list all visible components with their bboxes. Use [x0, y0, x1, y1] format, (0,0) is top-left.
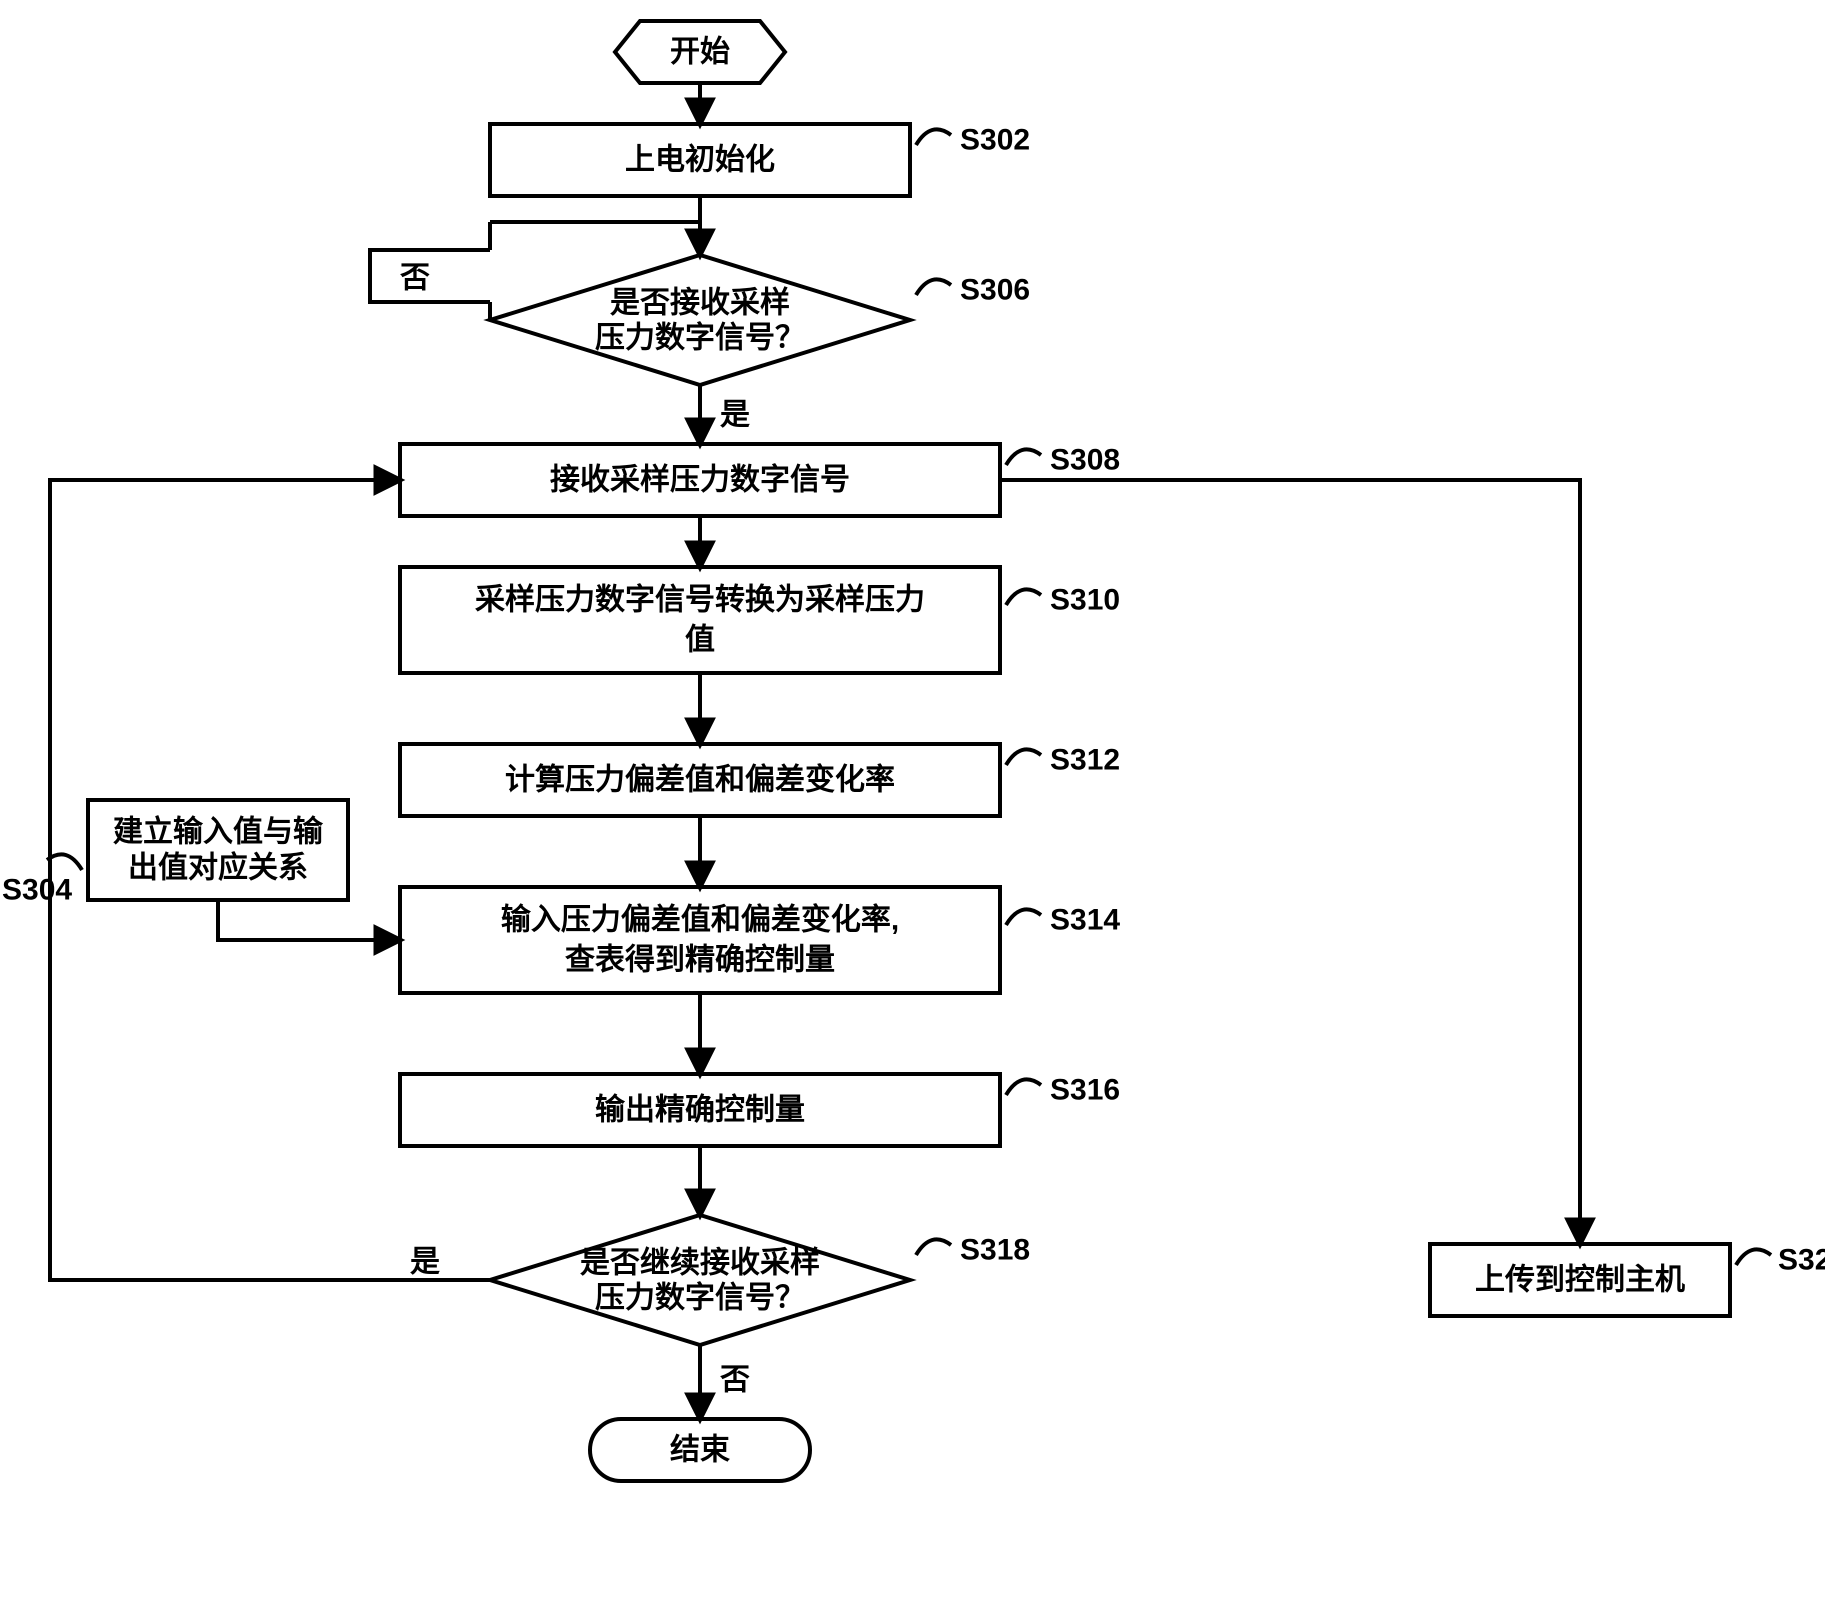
node-end: 结束 — [590, 1419, 810, 1481]
svg-text:S310: S310 — [1050, 584, 1120, 617]
svg-text:S306: S306 — [960, 274, 1030, 307]
svg-text:S312: S312 — [1050, 744, 1120, 777]
label-s318: S318 — [916, 1234, 1030, 1267]
node-no-box: 否 — [370, 250, 490, 302]
s304-text2: 出值对应关系 — [128, 851, 308, 885]
node-s316: 输出精确控制量 — [400, 1074, 1000, 1146]
s320-text: 上传到控制主机 — [1475, 1264, 1685, 1297]
node-s318: 是否继续接收采样 压力数字信号？ — [490, 1215, 910, 1345]
svg-text:S302: S302 — [960, 124, 1030, 157]
node-s308: 接收采样压力数字信号 — [400, 444, 1000, 516]
label-s306: S306 — [916, 274, 1030, 307]
s314-text2: 查表得到精确控制量 — [565, 943, 835, 977]
node-s320: 上传到控制主机 — [1430, 1244, 1730, 1316]
label-s302: S302 — [916, 124, 1030, 157]
s312-text: 计算压力偏差值和偏差变化率 — [505, 763, 895, 797]
no-box-text: 否 — [400, 262, 430, 295]
label-s316: S316 — [1006, 1074, 1120, 1107]
svg-text:S316: S316 — [1050, 1074, 1120, 1107]
s314-text1: 输入压力偏差值和偏差变化率, — [501, 903, 899, 937]
edge-s306-yes-label: 是 — [720, 399, 750, 432]
svg-text:S318: S318 — [960, 1234, 1030, 1267]
s316-text: 输出精确控制量 — [595, 1093, 805, 1127]
end-text: 结束 — [670, 1434, 730, 1467]
s302-text: 上电初始化 — [625, 144, 775, 177]
label-s312: S312 — [1006, 744, 1120, 777]
svg-text:S320: S320 — [1778, 1244, 1825, 1277]
node-s310: 采样压力数字信号转换为采样压力 值 — [400, 567, 1000, 673]
edge-s318-yes-label: 是 — [410, 1246, 440, 1279]
label-s320: S320 — [1736, 1244, 1825, 1277]
s318-text2: 压力数字信号？ — [595, 1281, 805, 1315]
s306-text2: 压力数字信号？ — [595, 321, 805, 355]
edge-s304-s314 — [218, 900, 400, 940]
node-s312: 计算压力偏差值和偏差变化率 — [400, 744, 1000, 816]
node-s302: 上电初始化 — [490, 124, 910, 196]
flowchart: 开始 上电初始化 S302 是否接收采样 压力数字信号？ S306 否 接收采样… — [0, 0, 1825, 1618]
label-s308: S308 — [1006, 444, 1120, 477]
s318-text1: 是否继续接收采样 — [580, 1247, 820, 1280]
node-s314: 输入压力偏差值和偏差变化率, 查表得到精确控制量 — [400, 887, 1000, 993]
edge-s318-no-label: 否 — [720, 1364, 750, 1397]
label-s314: S314 — [1006, 904, 1120, 937]
node-start: 开始 — [615, 21, 785, 83]
start-text: 开始 — [670, 36, 730, 69]
svg-text:S314: S314 — [1050, 904, 1120, 937]
s310-text2: 值 — [685, 624, 715, 657]
node-s304: 建立输入值与输 出值对应关系 — [88, 800, 348, 900]
svg-text:S304: S304 — [2, 874, 72, 907]
label-s310: S310 — [1006, 584, 1120, 617]
s306-text1: 是否接收采样 — [610, 287, 790, 320]
node-s306: 是否接收采样 压力数字信号？ — [490, 255, 910, 385]
s310-text1: 采样压力数字信号转换为采样压力 — [475, 583, 925, 617]
s308-text: 接收采样压力数字信号 — [550, 463, 850, 497]
s304-text1: 建立输入值与输 — [113, 815, 324, 849]
label-s304: S304 — [2, 854, 82, 906]
svg-text:S308: S308 — [1050, 444, 1120, 477]
